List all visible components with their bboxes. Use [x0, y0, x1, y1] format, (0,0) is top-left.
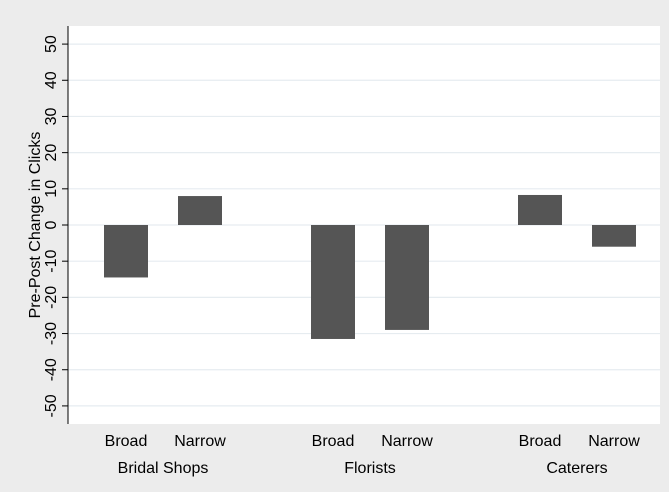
y-tick-label: 50 — [43, 35, 60, 53]
bar — [104, 225, 148, 278]
bar-label: Broad — [519, 433, 562, 450]
bar — [518, 194, 562, 225]
y-tick-label: -40 — [43, 358, 60, 381]
bars — [104, 194, 636, 339]
group-label: Caterers — [546, 460, 607, 477]
y-axis-ticks: 50 40 30 20 10 0 -10 -20 -30 -40 -50 — [43, 35, 68, 417]
bar — [385, 225, 429, 330]
bar-label: Narrow — [174, 433, 226, 450]
y-tick-label: -30 — [43, 322, 60, 345]
y-tick-label: 40 — [43, 71, 60, 89]
bar-label: Narrow — [588, 433, 640, 450]
bar-label: Broad — [105, 433, 148, 450]
bar-label: Narrow — [381, 433, 433, 450]
y-axis-title: Pre-Post Change in Clicks — [27, 132, 44, 319]
y-tick-label: 0 — [43, 220, 60, 229]
y-tick-label: 20 — [43, 144, 60, 162]
y-tick-label: -20 — [43, 286, 60, 309]
group-label: Bridal Shops — [118, 460, 209, 477]
y-tick-label: -10 — [43, 250, 60, 273]
bar-label: Broad — [312, 433, 355, 450]
y-tick-label: -50 — [43, 394, 60, 417]
bar — [592, 225, 636, 247]
bar — [178, 196, 222, 225]
grid-lines — [68, 43, 660, 407]
y-tick-label: 30 — [43, 107, 60, 125]
y-tick-label: 10 — [43, 180, 60, 198]
x-axis-labels: Broad Narrow Bridal Shops Broad Narrow Floris… — [105, 433, 641, 477]
bar — [311, 225, 355, 339]
group-label: Florists — [344, 460, 396, 477]
